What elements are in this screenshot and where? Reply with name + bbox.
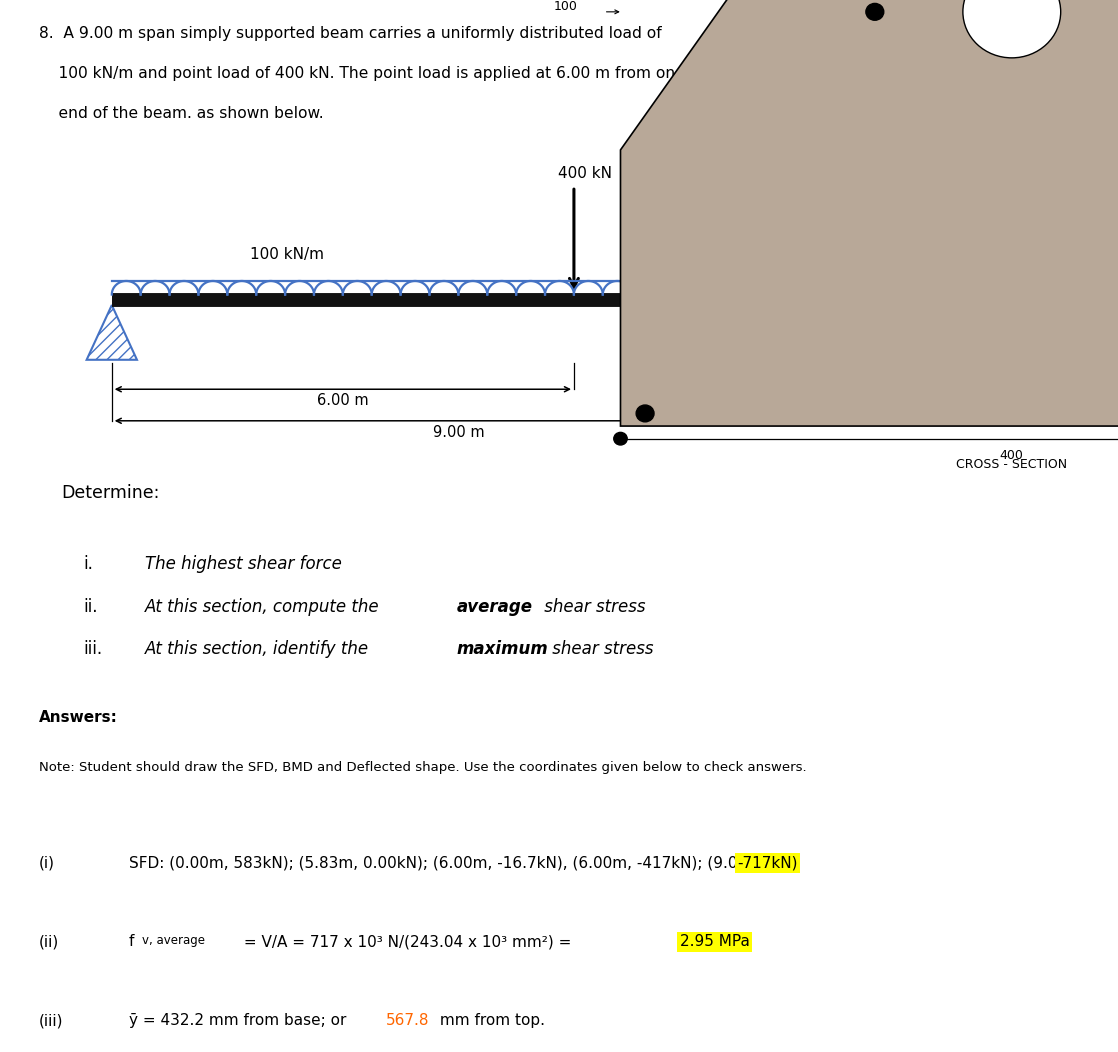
Text: 567.8: 567.8 [387,1013,429,1028]
Text: shear stress: shear stress [547,640,653,658]
Text: Determine:: Determine: [61,484,160,502]
Text: 100 kN/m: 100 kN/m [250,247,324,262]
Circle shape [614,432,627,445]
Text: mm from top.: mm from top. [435,1013,544,1028]
Text: (ii): (ii) [39,934,59,949]
Text: v, average: v, average [142,934,205,947]
Text: 8.  A 9.00 m span simply supported beam carries a uniformly distributed load of: 8. A 9.00 m span simply supported beam c… [39,26,662,41]
Text: The highest shear force: The highest shear force [145,555,342,573]
Text: 2.95 MPa: 2.95 MPa [680,934,749,949]
Text: 100: 100 [555,0,578,13]
Circle shape [636,405,654,422]
Text: end of the beam. as shown below.: end of the beam. as shown below. [39,106,324,121]
Text: (i): (i) [39,855,55,870]
Text: ii.: ii. [84,598,98,615]
Text: 400 kN: 400 kN [558,166,613,181]
Text: (iii): (iii) [39,1013,64,1028]
Text: 9.00 m: 9.00 m [433,425,484,440]
Text: f: f [129,934,134,949]
Text: At this section, identify the: At this section, identify the [145,640,375,658]
Circle shape [865,3,883,20]
Text: At this section, compute the: At this section, compute the [145,598,386,615]
Text: 100 kN/m and point load of 400 kN. The point load is applied at 6.00 m from one: 100 kN/m and point load of 400 kN. The p… [39,66,685,81]
Text: shear stress: shear stress [539,598,645,615]
Text: Note: Student should draw the SFD, BMD and Deflected shape. Use the coordinates : Note: Student should draw the SFD, BMD a… [39,761,807,773]
Text: maximum: maximum [457,640,549,658]
Text: SFD: (0.00m, 583kN); (5.83m, 0.00kN); (6.00m, -16.7kN), (6.00m, -417kN); (9.00m,: SFD: (0.00m, 583kN); (5.83m, 0.00kN); (6… [129,855,771,870]
Polygon shape [620,0,1118,426]
Text: 400: 400 [999,449,1024,462]
Circle shape [963,0,1061,58]
Text: ȳ = 432.2 mm from base; or: ȳ = 432.2 mm from base; or [129,1013,351,1028]
Text: iii.: iii. [84,640,103,658]
Text: i.: i. [84,555,94,573]
Text: = V/A = 717 x 10³ N/(243.04 x 10³ mm²) =: = V/A = 717 x 10³ N/(243.04 x 10³ mm²) = [239,934,577,949]
Text: average: average [457,598,532,615]
Text: Answers:: Answers: [39,710,119,725]
Text: CROSS - SECTION: CROSS - SECTION [956,458,1068,470]
Text: -717kN): -717kN) [738,855,798,870]
Text: 6.00 m: 6.00 m [318,393,369,408]
